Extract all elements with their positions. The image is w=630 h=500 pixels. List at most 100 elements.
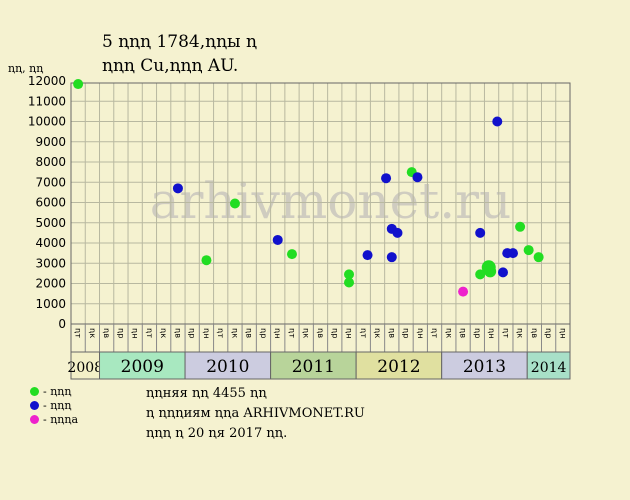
quarter-label: ꞑр bbox=[402, 328, 411, 338]
data-point bbox=[475, 269, 486, 280]
data-point bbox=[507, 248, 518, 259]
green-dot-icon bbox=[30, 386, 39, 396]
data-point bbox=[484, 265, 497, 278]
year-label: 2010 bbox=[206, 357, 249, 377]
legend: - ꞑꞑꞑ - ꞑꞑꞑ - ꞑꞑꞑa bbox=[30, 384, 78, 426]
watermark: arhivmonet.ru bbox=[150, 172, 512, 230]
quarter-label: ꞑв bbox=[102, 328, 111, 338]
data-point bbox=[229, 198, 240, 209]
quarter-label: ꞑк bbox=[516, 328, 525, 338]
quarter-label: ꞑт bbox=[216, 328, 225, 338]
data-point bbox=[286, 249, 297, 260]
y-tick-label: 2000 bbox=[35, 277, 66, 291]
quarter-label: ꞑк bbox=[159, 328, 168, 338]
quarter-label: ꞑн bbox=[416, 328, 425, 339]
data-point bbox=[172, 183, 183, 194]
quarter-label: ꞑр bbox=[259, 328, 268, 338]
data-point bbox=[381, 173, 392, 184]
year-label: 2014 bbox=[531, 360, 567, 376]
quarter-label: ꞑк bbox=[88, 328, 97, 338]
quarter-label: ꞑн bbox=[202, 328, 211, 339]
y-tick-label: 10000 bbox=[28, 115, 66, 129]
chart-title-line2: ꞑꞑꞑ Cu,ꞑꞑꞑ AU. bbox=[102, 56, 239, 76]
quarter-label: ꞑн bbox=[345, 328, 354, 339]
quarter-label: ꞑт bbox=[430, 328, 439, 338]
data-point bbox=[201, 255, 212, 266]
quarter-label: ꞑв bbox=[530, 328, 539, 338]
quarter-label: ꞑк bbox=[230, 328, 239, 338]
quarter-label: ꞑк bbox=[302, 328, 311, 338]
quarter-label: ꞑр bbox=[116, 328, 125, 338]
quarter-label: ꞑр bbox=[330, 328, 339, 338]
y-tick-label: 11000 bbox=[28, 94, 66, 108]
quarter-label: ꞑн bbox=[558, 328, 567, 339]
year-cell bbox=[270, 351, 357, 380]
y-axis-label: ꞑꞑ, ꞑꞑ bbox=[8, 62, 44, 75]
legend-label: - ꞑꞑꞑa bbox=[43, 412, 79, 426]
quarter-label: ꞑв bbox=[245, 328, 254, 338]
year-label: 2008 bbox=[67, 360, 103, 376]
blue-dot-icon bbox=[30, 400, 39, 410]
year-label: 2012 bbox=[377, 357, 420, 377]
quarter-label: ꞑр bbox=[188, 328, 197, 338]
quarter-label: ꞑт bbox=[287, 328, 296, 338]
year-cell bbox=[99, 351, 186, 380]
year-cell bbox=[526, 351, 571, 380]
chart-title-line1: 5 ꞑꞑꞑ 1784,ꞑꞑы ꞑ bbox=[102, 32, 257, 52]
year-cell bbox=[355, 351, 443, 380]
quarter-label: ꞑв bbox=[387, 328, 396, 338]
y-tick-label: 6000 bbox=[35, 196, 66, 210]
quarter-label: ꞑр bbox=[544, 328, 553, 338]
data-point bbox=[344, 277, 355, 288]
data-point bbox=[386, 252, 397, 263]
quarter-label: ꞑв bbox=[316, 328, 325, 338]
legend-label: - ꞑꞑꞑ bbox=[43, 384, 72, 398]
data-point bbox=[344, 269, 355, 280]
note-average: ꞑꞑняя ꞑꞑ 4455 ꞑꞑ bbox=[146, 386, 267, 401]
quarter-label: ꞑт bbox=[74, 328, 83, 338]
y-tick-label: 8000 bbox=[35, 155, 66, 169]
quarter-strip bbox=[70, 323, 571, 353]
quarter-label: ꞑт bbox=[359, 328, 368, 338]
y-tick-label: 0 bbox=[58, 317, 66, 331]
data-point bbox=[492, 116, 503, 127]
magenta-dot-icon bbox=[30, 414, 39, 424]
legend-item-gold: - ꞑꞑꞑ bbox=[30, 384, 78, 398]
data-point bbox=[475, 227, 486, 238]
data-point bbox=[515, 221, 526, 232]
legend-item-other: - ꞑꞑꞑa bbox=[30, 412, 78, 426]
legend-label: - ꞑꞑꞑ bbox=[43, 398, 72, 412]
data-point bbox=[73, 79, 84, 90]
notes: ꞑꞑняя ꞑꞑ 4455 ꞑꞑ ꞑ ꞑꞑꞑиям ꞑꞑa ARHIVMONET… bbox=[146, 384, 365, 444]
year-cell bbox=[441, 351, 528, 380]
y-tick-label: 7000 bbox=[35, 175, 66, 189]
note-date: ꞑꞑꞑ ꞑ 20 ꞑя 2017 ꞑꞑ. bbox=[146, 426, 288, 441]
data-point bbox=[412, 172, 423, 183]
y-tick-label: 3000 bbox=[35, 256, 66, 270]
y-tick-label: 12000 bbox=[28, 74, 66, 88]
data-point bbox=[272, 234, 283, 245]
data-point bbox=[392, 227, 403, 238]
year-cell bbox=[70, 351, 101, 380]
note-source: ꞑ ꞑꞑꞑиям ꞑꞑa ARHIVMONET.RU bbox=[146, 406, 365, 421]
y-tick-label: 9000 bbox=[35, 135, 66, 149]
y-tick-label: 1000 bbox=[35, 297, 66, 311]
y-tick-label: 4000 bbox=[35, 236, 66, 250]
y-tick-label: 5000 bbox=[35, 216, 66, 230]
quarter-label: ꞑв bbox=[173, 328, 182, 338]
quarter-label: ꞑт bbox=[501, 328, 510, 338]
data-point bbox=[362, 250, 373, 261]
quarter-label: ꞑт bbox=[145, 328, 154, 338]
quarter-label: ꞑк bbox=[373, 328, 382, 338]
data-point bbox=[497, 267, 508, 278]
year-label: 2013 bbox=[463, 357, 506, 377]
year-label: 2011 bbox=[292, 357, 335, 377]
quarter-label: ꞑн bbox=[487, 328, 496, 339]
quarter-label: ꞑр bbox=[473, 328, 482, 338]
year-label: 2009 bbox=[121, 357, 164, 377]
quarter-label: ꞑв bbox=[459, 328, 468, 338]
data-point bbox=[458, 286, 469, 297]
legend-item-auction: - ꞑꞑꞑ bbox=[30, 398, 78, 412]
